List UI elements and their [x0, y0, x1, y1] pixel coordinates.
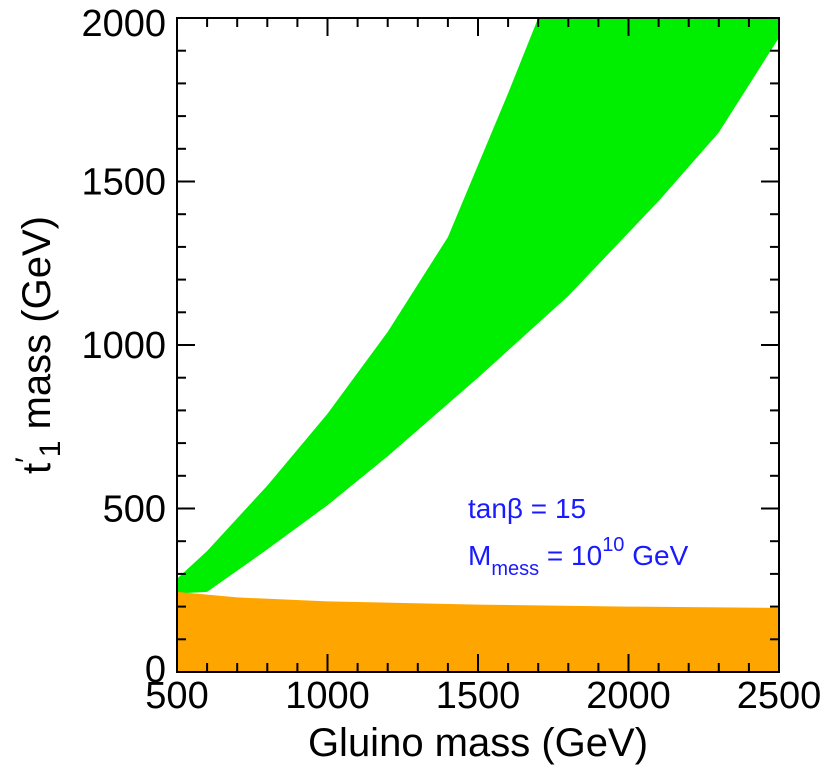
y-axis-title-prime: ′	[10, 457, 43, 463]
orange-band	[177, 591, 779, 672]
y-axis-title: t′1 mass (GeV)	[10, 216, 67, 474]
y-axis-title-rest: mass (GeV)	[15, 216, 59, 440]
annotation-mmess-exp: 10	[602, 534, 624, 556]
y-axis-title-main: t	[15, 463, 59, 474]
green-band	[177, 18, 779, 594]
x-axis-title: Gluino mass (GeV)	[308, 721, 648, 765]
ticks-layer	[176, 17, 780, 673]
y-axis-title-sub: 1	[34, 441, 67, 458]
annotation-tanbeta: tanβ = 15	[468, 493, 586, 524]
y-tick-label: 2000	[81, 3, 166, 45]
x-tick-label: 2500	[737, 675, 822, 717]
x-tick-label: 2000	[586, 675, 671, 717]
annotation-mmess-eq: = 10	[539, 540, 602, 571]
y-tick-label: 0	[145, 649, 166, 691]
annotation-mmess-sub: mess	[491, 558, 539, 580]
y-tick-label: 1000	[81, 325, 166, 367]
x-tick-label: 500	[145, 675, 208, 717]
x-tick-label: 1000	[285, 675, 370, 717]
bands-layer	[177, 18, 779, 672]
annotation-mmess: Mmess = 1010 GeV	[468, 534, 689, 580]
annotation-mmess-unit: GeV	[624, 540, 688, 571]
y-tick-label: 500	[103, 489, 166, 531]
y-tick-label: 1500	[81, 162, 166, 204]
annotation-mmess-main: M	[468, 540, 491, 571]
x-tick-label: 1500	[436, 675, 521, 717]
